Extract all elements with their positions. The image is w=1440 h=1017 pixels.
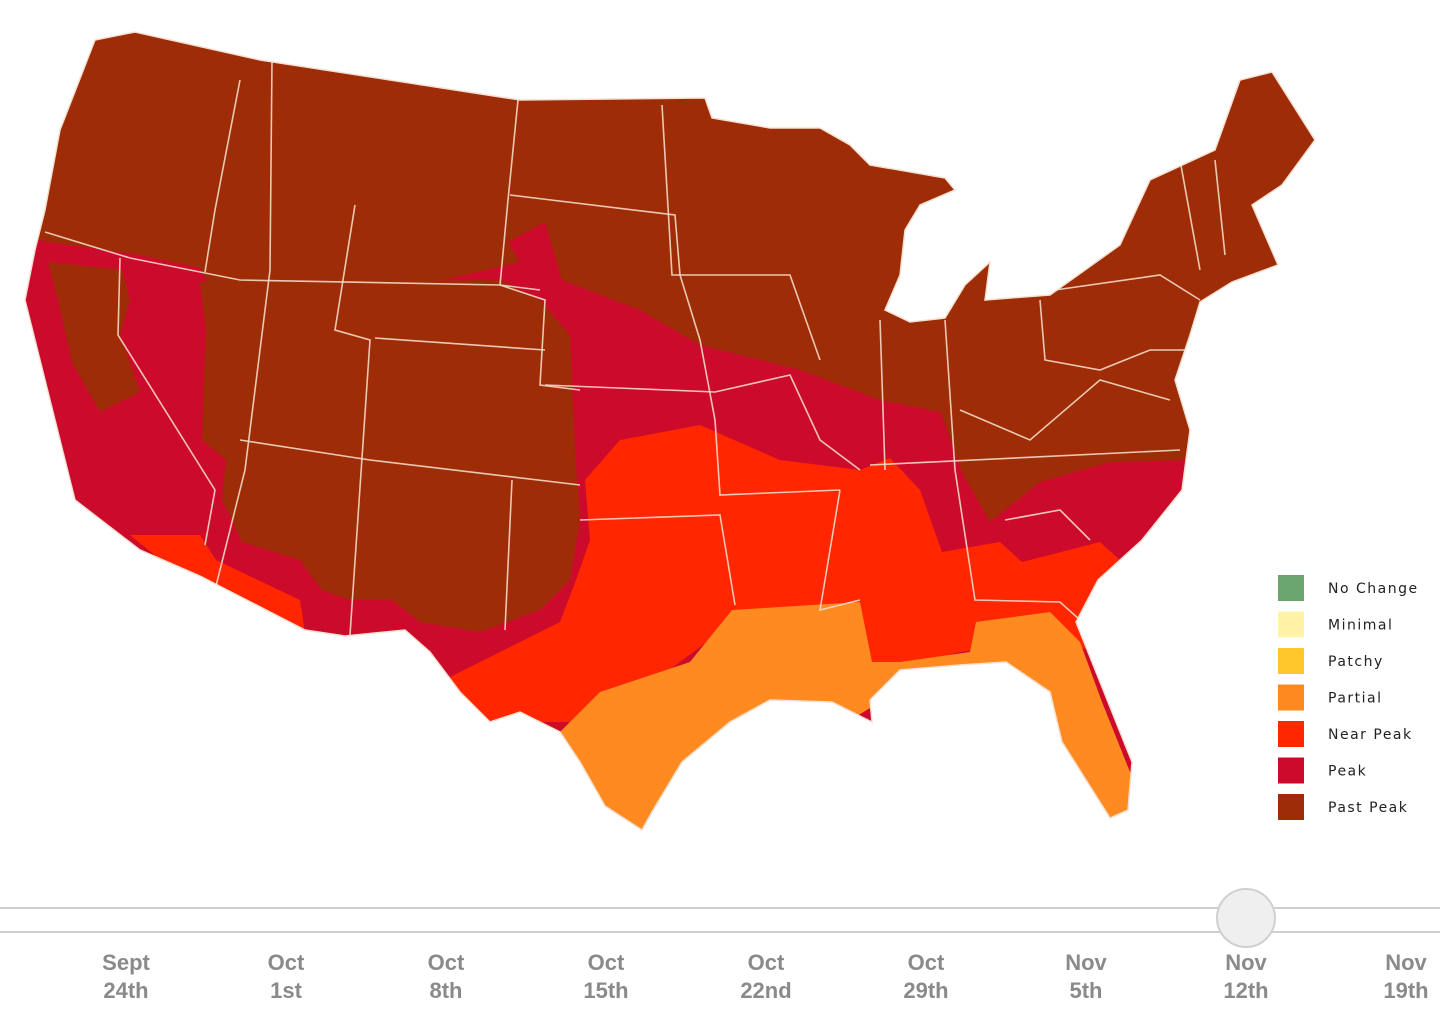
date-month[interactable]: Oct [428, 950, 465, 975]
past-peak-region [940, 380, 1192, 522]
near-peak-region [440, 425, 1122, 722]
date-day[interactable]: 12th [1223, 978, 1268, 1003]
legend-label: Patchy [1328, 654, 1384, 670]
date-day[interactable]: 1st [270, 978, 302, 1003]
past-peak-region [48, 262, 140, 412]
past-peak-region [200, 280, 580, 632]
date-month[interactable]: Nov [1225, 950, 1267, 975]
date-month[interactable]: Nov [1065, 950, 1107, 975]
legend-label: Past Peak [1328, 800, 1408, 816]
state-lines [44, 59, 1226, 636]
legend-swatch [1278, 757, 1304, 784]
date-day[interactable]: 5th [1070, 978, 1103, 1003]
date-month[interactable]: Sept [102, 950, 150, 975]
date-day[interactable]: 24th [103, 978, 148, 1003]
legend-swatch [1278, 575, 1304, 601]
legend-swatch [1278, 721, 1304, 747]
legend-label: Partial [1328, 691, 1383, 707]
date-month[interactable]: Oct [588, 950, 625, 975]
legend-label: No Change [1328, 581, 1419, 597]
legend-swatch [1278, 648, 1304, 674]
date-month[interactable]: Oct [748, 950, 785, 975]
date-month[interactable]: Nov [1385, 950, 1427, 975]
legend-swatch [1278, 794, 1304, 820]
date-month[interactable]: Oct [268, 950, 305, 975]
date-day[interactable]: 29th [903, 978, 948, 1003]
date-day[interactable]: 22nd [740, 978, 791, 1003]
legend-swatch [1278, 684, 1304, 711]
date-day[interactable]: 15th [583, 978, 628, 1003]
date-day[interactable]: 8th [430, 978, 463, 1003]
legend-swatch [1278, 611, 1304, 638]
legend-label: Peak [1328, 764, 1367, 780]
slider-handle[interactable] [1216, 888, 1276, 948]
date-day[interactable]: 19th [1383, 978, 1428, 1003]
timeline-slider[interactable]: Sept 24th Oct 1st Oct 8th Oct 15th Oct 22nd Oct 29t… [0, 888, 1440, 1003]
legend-label: Minimal [1328, 618, 1393, 634]
legend: No Change Minimal Patchy Partial Near Peak Pe… [1278, 575, 1419, 820]
legend-label: Near Peak [1328, 727, 1413, 743]
date-month[interactable]: Oct [908, 950, 945, 975]
